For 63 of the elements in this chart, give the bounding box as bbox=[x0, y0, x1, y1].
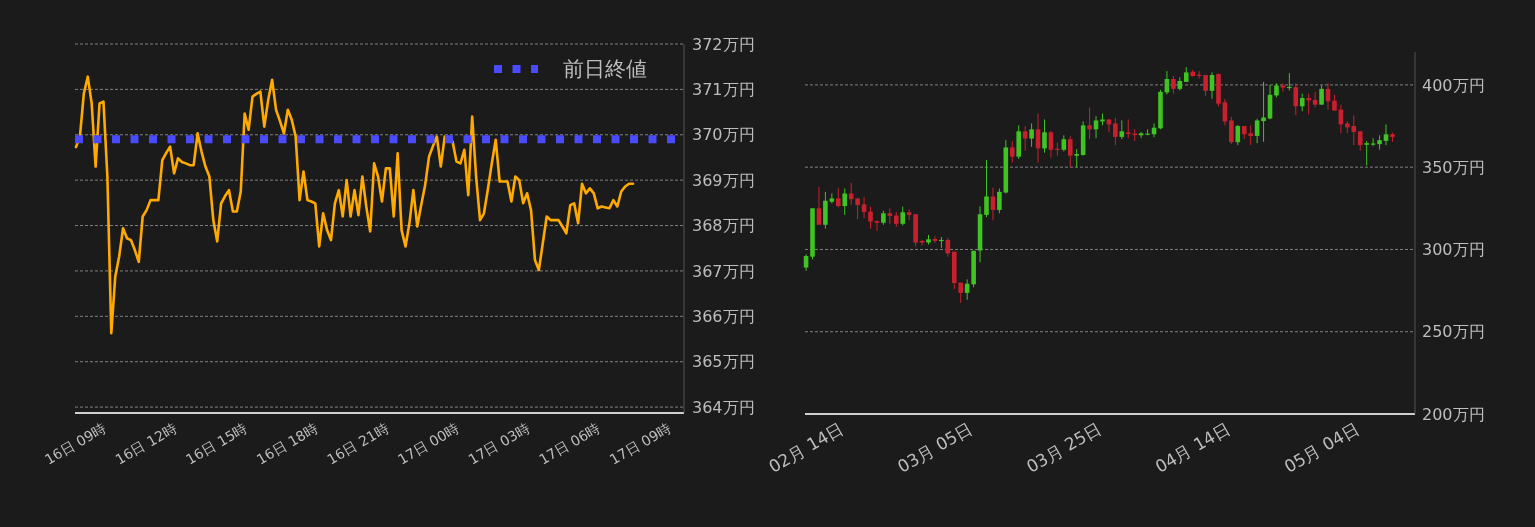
candlestick bbox=[1203, 74, 1208, 97]
candlestick bbox=[1042, 118, 1047, 154]
candlestick bbox=[1009, 140, 1015, 164]
y-tick-label: 200万円 bbox=[1422, 404, 1485, 424]
candlestick bbox=[1119, 119, 1125, 140]
y-tick-label: 250万円 bbox=[1422, 322, 1485, 342]
y-tick-label: 369万円 bbox=[692, 170, 755, 190]
candlestick bbox=[919, 239, 925, 247]
x-tick-label: 17日 09時 bbox=[606, 419, 674, 468]
x-tick-label: 16日 15時 bbox=[183, 419, 251, 468]
legend-label: 前日終値 bbox=[563, 57, 647, 82]
y-tick-label: 370万円 bbox=[692, 125, 755, 145]
candlestick bbox=[1306, 93, 1311, 116]
candlestick bbox=[1229, 116, 1234, 145]
candlestick bbox=[835, 187, 841, 208]
candlestick bbox=[1048, 130, 1054, 159]
candlestick bbox=[1370, 137, 1376, 147]
x-tick-label: 16日 21時 bbox=[324, 419, 392, 468]
y-tick-label: 365万円 bbox=[692, 352, 755, 372]
candlestick bbox=[842, 188, 848, 216]
candlestick bbox=[1074, 148, 1080, 168]
x-tick-label: 17日 03時 bbox=[465, 419, 533, 468]
candlestick bbox=[861, 196, 867, 219]
x-tick-label: 03月 25日 bbox=[1022, 418, 1105, 477]
candlestick bbox=[1319, 85, 1324, 106]
candlestick bbox=[984, 159, 989, 218]
candlestick bbox=[1022, 125, 1028, 152]
x-tick-label: 16日 12時 bbox=[112, 419, 180, 468]
x-tick-label: 17日 00時 bbox=[394, 419, 462, 468]
y-tick-label: 367万円 bbox=[692, 261, 755, 281]
y-tick-label: 372万円 bbox=[692, 34, 755, 54]
x-tick-label: 05月 04日 bbox=[1280, 418, 1363, 477]
candlestick bbox=[1357, 130, 1363, 152]
y-tick-label: 364万円 bbox=[692, 397, 755, 417]
candlestick bbox=[1254, 118, 1260, 144]
candlestick bbox=[1383, 123, 1389, 146]
candlestick bbox=[900, 206, 906, 226]
x-tick-label: 16日 09時 bbox=[41, 419, 109, 468]
x-tick-label: 03月 05日 bbox=[894, 418, 976, 477]
candlestick bbox=[1364, 140, 1369, 167]
y-tick-label: 368万円 bbox=[692, 216, 755, 236]
y-tick-label: 300万円 bbox=[1422, 240, 1485, 260]
candlestick bbox=[1087, 107, 1092, 140]
y-tick-label: 366万円 bbox=[692, 306, 755, 326]
candlestick bbox=[997, 188, 1002, 214]
candlestick bbox=[990, 187, 996, 221]
candlestick bbox=[1067, 135, 1073, 168]
candlestick bbox=[868, 206, 873, 230]
candlestick bbox=[1029, 122, 1034, 148]
y-tick-label: 350万円 bbox=[1422, 157, 1485, 177]
x-tick-label: 16日 18時 bbox=[253, 419, 321, 468]
candlestick bbox=[874, 219, 880, 232]
candlestick bbox=[1125, 118, 1131, 139]
x-tick-label: 04月 14日 bbox=[1151, 418, 1234, 477]
candlestick bbox=[1312, 91, 1318, 108]
candlestick bbox=[1113, 117, 1118, 146]
x-tick-label: 02月 14日 bbox=[765, 418, 847, 477]
candlestick bbox=[1235, 124, 1241, 146]
y-tick-label: 400万円 bbox=[1422, 75, 1485, 95]
candlestick bbox=[1293, 82, 1299, 116]
candlestick bbox=[1261, 81, 1266, 143]
y-tick-label: 371万円 bbox=[692, 79, 755, 99]
x-tick-label: 17日 06時 bbox=[536, 419, 604, 468]
